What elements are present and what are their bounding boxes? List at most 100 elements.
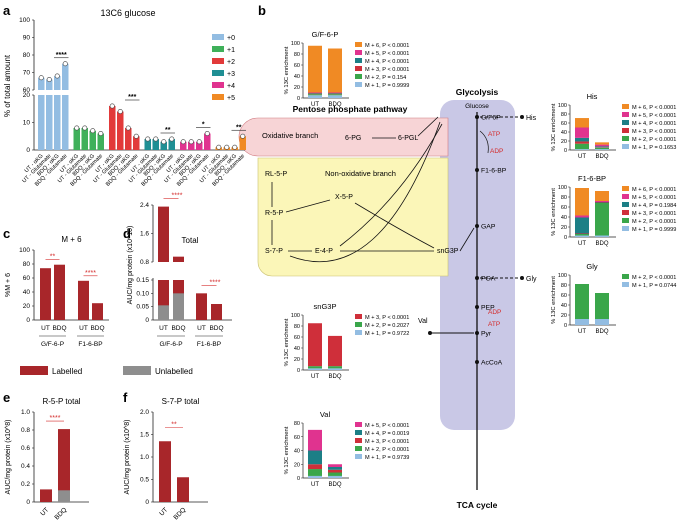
mini-GF6P-bar-segment [308,93,322,95]
mini-His-xtick-label: UT [578,154,586,160]
mini-F16BP-legend-label: M + 4, P = 0.1984 [632,203,676,209]
ppp-node-label: E-4-P [315,248,333,255]
chart-f-xtick-label: BDQ [172,506,187,521]
atp-adp-arrow [479,130,489,154]
chart-c-ytick-label: 20 [23,303,31,310]
mini-GF6P-ytick-label: 60 [294,63,300,69]
chart-d-xtick-label: BDQ [209,325,223,332]
mini-Gly-legend-swatch [622,274,629,279]
arrow-x5p-sng3p [354,202,435,249]
chart-c-xtick-label: UT [79,325,88,332]
mini-snG3P-title: snG3P [314,302,337,311]
chart-c-group-label: F1-6-BP [78,341,102,348]
mini-F16BP-bar-segment [575,215,589,218]
chart-c-bar [54,264,65,320]
chart-f-ylabel: AUC/mg protein (x10^8) [124,420,131,495]
mini-GF6P-ytick-label: 80 [294,52,300,58]
chart-d-ytick-label: 1.6 [140,231,149,238]
panel-letter-c: c [3,226,10,241]
mini-F16BP-bar-segment [575,233,589,234]
mini-His-bar-segment [575,143,589,150]
mini-Val-bar-segment [308,429,322,451]
chart-a-point [232,144,238,150]
chart-a-title: 13C6 glucose [100,8,155,18]
mini-F16BP-xtick-label: BDQ [595,241,608,247]
chart-c-sig: ** [50,254,56,261]
chart-a-ytick-label: 80 [23,52,31,59]
mini-His-legend-label: M + 1, P = 0.1653 [632,145,676,151]
mini-snG3P-legend-swatch [355,322,362,327]
chart-a-legend-swatch [212,94,224,100]
chart-a-bar [97,133,104,150]
ppp-node-label: R-5-P [265,210,284,217]
chart-c-xtick-label: BDQ [52,325,66,332]
chart-a-ylabel: % of total amount [3,54,12,117]
glucose-label: Glucose [465,103,489,110]
mini-Gly-ytick-label: 60 [561,293,567,299]
mini-F16BP-title: F1-6-BP [578,174,606,183]
chart-c-ytick-label: 40 [23,289,31,296]
mini-GF6P-bar-segment [328,94,342,96]
mini-His-legend-label: M + 6, P < 0.0001 [632,105,676,111]
chart-f-ytick-label: 0 [145,499,149,506]
mini-GF6P-legend-label: M + 1, P = 0.9999 [365,83,409,89]
mini-GF6P-title: G/F-6-P [312,30,339,39]
mini-F16BP-legend-swatch [622,210,629,215]
mini-snG3P-legend-label: M + 1, P = 0.9722 [365,331,409,337]
mini-Val-legend-swatch [355,438,362,443]
chart-c-ytick-label: 60 [23,275,31,282]
mini-Gly-ytick-label: 40 [561,303,567,309]
mini-Val-bar-segment [308,450,322,465]
mini-F16BP-ytick-label: 100 [558,185,567,191]
atp-label-2: ATP [488,321,500,328]
ppp-node-label: S-7-P [265,248,283,255]
chart-a-bar [46,95,53,150]
chart-a-ytick-label: 60 [23,87,31,94]
mini-His-legend-swatch [622,112,629,117]
mini-Val-bar-segment [308,475,322,478]
mini-Gly-ytick-label: 0 [564,323,567,329]
mini-GF6P-bar-segment [308,95,322,98]
chart-a-point [125,125,131,131]
chart-a-bar [196,141,203,150]
mini-GF6P-ytick-label: 0 [297,96,300,102]
chart-d-ytick-label: 0.05 [136,304,149,311]
chart-d-group-label: F1-6-BP [197,341,221,348]
chart-e-ytick-label: 0 [26,499,30,506]
mini-Val-legend-label: M + 1, P = 0.9739 [365,455,409,461]
chart-f-ytick-label: 1.5 [140,432,149,439]
mini-F16BP-legend-swatch [622,194,629,199]
mini-His-legend-swatch [622,120,629,125]
chart-d-bar-labelled [196,293,207,320]
mini-His-legend-label: M + 3, P < 0.0001 [632,129,676,135]
chart-c-ylabel: %M + 6 [5,273,12,297]
chart-d-title: Total [182,236,199,245]
chart-a-bar [144,139,151,150]
chart-a-bar-upper [62,63,69,90]
mini-His-ytick-label: 100 [558,103,567,109]
mini-F16BP-bar-segment [595,202,609,203]
mini-Gly-legend-swatch [622,282,629,287]
chart-a-point [224,144,230,150]
glycolysis-node-label: PGA [481,276,496,283]
chart-a-point [82,125,88,131]
chart-a-point [188,139,194,145]
mini-His-ytick-label: 0 [564,148,567,154]
mini-His-bar-segment [575,118,589,128]
chart-e-ytick-label: 0.8 [21,427,30,434]
chart-e-bar-labelled [40,489,52,502]
mini-Gly-bar-segment [575,319,589,325]
mini-Val-bar-segment [308,464,322,470]
chart-d-xtick-label: UT [159,325,168,332]
mini-His-title: His [587,92,598,101]
chart-a-point [117,109,123,115]
chart-e-xtick-label: UT [39,506,50,517]
chart-a-point [62,61,68,67]
mini-His-ylabel: % 13C enrichment [551,103,557,151]
mini-His-bar-segment [595,149,609,150]
glycolysis-node-dot [475,276,479,280]
mini-snG3P-xtick-label: BDQ [328,374,341,380]
gly-node-dot [520,276,524,280]
mini-GF6P-bar-segment [328,93,342,94]
mini-Val-bar-segment [328,475,342,478]
